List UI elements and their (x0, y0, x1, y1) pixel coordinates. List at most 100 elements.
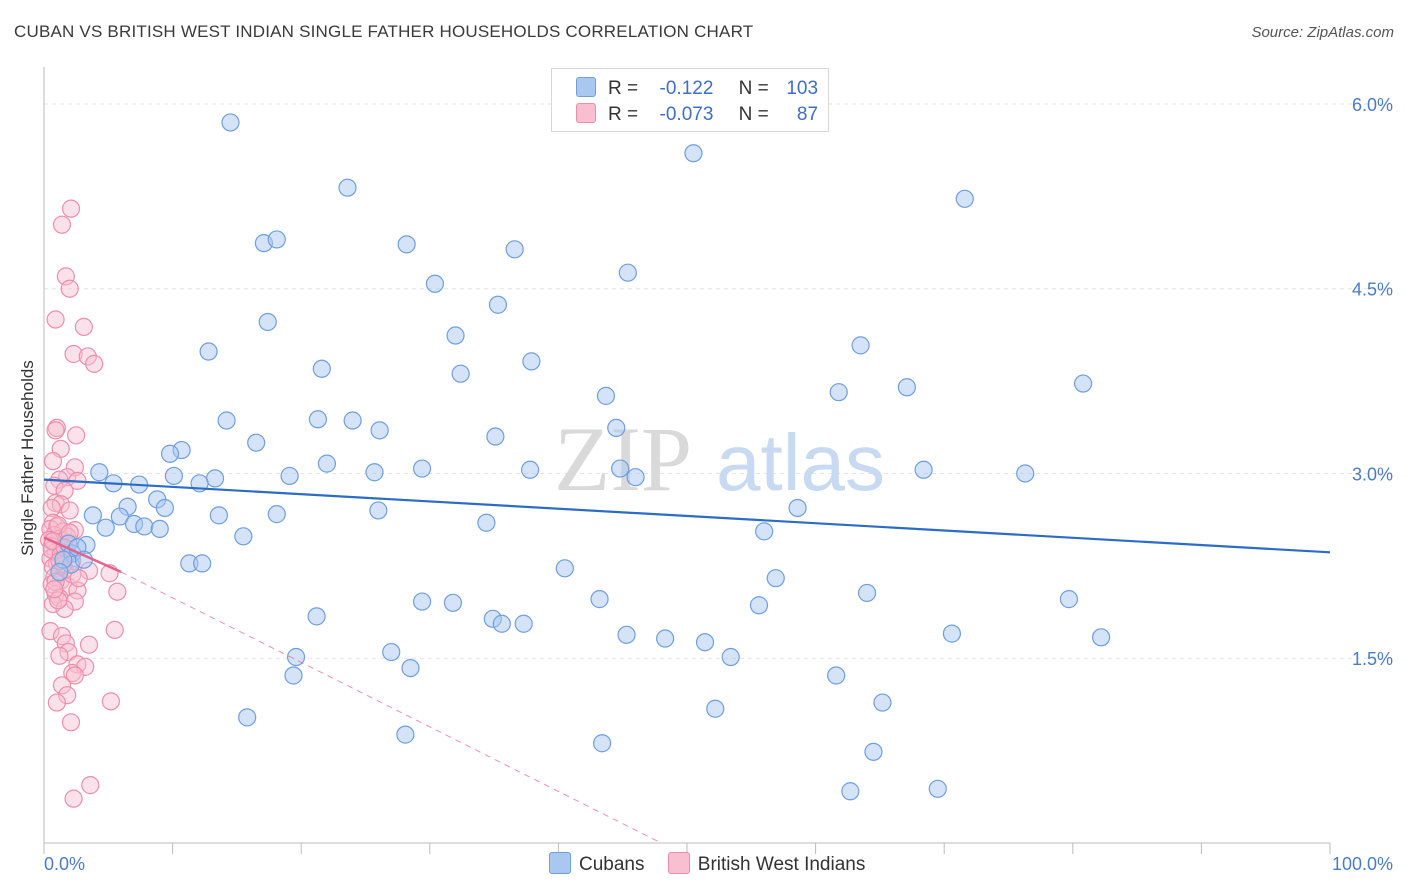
cubans-trend-line (43, 478, 1331, 554)
bottom-legend: Cubans British West Indians (549, 852, 883, 876)
cubans-point-55 (477, 513, 496, 532)
cubans-point-74 (1059, 590, 1079, 609)
cubans-point-28 (247, 433, 266, 452)
trend-lines (43, 478, 1331, 844)
bwi-point-7 (78, 347, 97, 366)
legend-cubans-r: -0.122 (659, 78, 714, 99)
cubans-point-31 (317, 454, 337, 473)
cubans-point-84 (1091, 628, 1111, 647)
bwi-point-6 (64, 344, 83, 364)
cubans-point-86 (286, 647, 306, 667)
legend-bwi-n: 87 (796, 104, 819, 125)
bwi-point-19 (55, 481, 74, 500)
cubans-point-70 (590, 590, 609, 609)
cubans-point-68 (555, 559, 574, 578)
bwi-point-66 (65, 666, 84, 685)
legend-cubans-n: 103 (786, 78, 819, 99)
cubans-point-82 (695, 633, 715, 652)
bwi-trend-dashed (120, 571, 662, 844)
cubans-point-89 (284, 666, 303, 685)
cubans-point-14 (199, 342, 218, 361)
cubans-point-32 (611, 459, 630, 478)
bwi-point-4 (46, 310, 65, 329)
cubans-point-26 (607, 418, 626, 438)
y-tick-label-2: 4.5% (1352, 280, 1393, 300)
cubans-point-52 (110, 507, 129, 526)
cubans-swatch (576, 77, 596, 97)
cubans-point-9 (425, 274, 445, 293)
cubans-point-71 (412, 592, 432, 611)
y-axis-label: Single Father Households (18, 360, 37, 556)
bwi-point-11 (67, 426, 86, 445)
cubans-point-49 (369, 501, 388, 520)
bwi-point-67 (52, 676, 72, 695)
cubans-point-13 (851, 336, 870, 355)
bwi-swatch (576, 103, 596, 123)
cubans-point-80 (617, 625, 636, 644)
cubans-point-39 (280, 466, 299, 486)
cubans-point-35 (365, 463, 384, 482)
bwi-trend-line (43, 536, 122, 574)
bwi-point-23 (60, 501, 79, 520)
y-tick-label-1: 3.0% (1352, 464, 1393, 484)
legend-row-cubans: R = -0.122 N = 103 (576, 77, 818, 99)
bottom-legend-cubans[interactable]: Cubans (549, 852, 645, 876)
cubans-point-73 (857, 583, 877, 603)
watermark: ZIP atlas (554, 408, 885, 510)
bwi-point-73 (64, 789, 83, 808)
cubans-point-5 (267, 230, 286, 249)
bwi-point-69 (101, 692, 120, 711)
cubans-point-51 (83, 506, 102, 525)
cubans-point-50 (788, 498, 807, 518)
cubans-point-30 (160, 444, 180, 463)
cubans-point-33 (521, 460, 540, 479)
cubans-point-20 (829, 383, 848, 402)
cubans-point-94 (396, 725, 415, 744)
bwi-point-50 (108, 582, 127, 601)
cubans-point-11 (258, 312, 277, 332)
legend-n-label: N = (738, 78, 769, 99)
cubans-point-57 (135, 517, 154, 536)
cubans-point-59 (96, 518, 115, 537)
cubans-point-7 (505, 240, 524, 259)
cubans-point-85 (382, 642, 401, 662)
y-tick-label-3: 6.0% (1352, 95, 1393, 115)
legend-box: R = -0.122 N = 103 R = -0.073 N = 87 (551, 68, 829, 132)
cubans-point-92 (873, 693, 892, 712)
cubans-point-23 (308, 410, 328, 429)
watermark-atlas: atlas (716, 418, 885, 507)
cubans-point-27 (486, 427, 505, 446)
cubans-point-48 (155, 498, 174, 518)
cubans-point-3 (955, 189, 974, 208)
x-tick-label-1: 100.0% (1332, 854, 1393, 874)
legend-bwi-r: -0.073 (659, 104, 714, 125)
bwi-point-5 (74, 317, 93, 336)
cubans-point-38 (626, 468, 645, 487)
bottom-legend-bwi[interactable]: British West Indians (667, 852, 865, 876)
cubans-point-0 (221, 113, 240, 132)
bwi-point-55 (49, 591, 68, 610)
cubans-point-91 (706, 699, 725, 718)
cubans-point-98 (928, 779, 947, 798)
bwi-point-0 (61, 199, 81, 218)
cubans-point-43 (90, 463, 109, 482)
cubans-point-96 (864, 742, 883, 761)
cubans-point-15 (312, 359, 331, 378)
bwi-point-60 (79, 635, 99, 654)
cubans-point-93 (238, 708, 257, 727)
legend-r-label: R = (608, 104, 639, 125)
cubans-point-72 (443, 593, 463, 612)
cubans-point-95 (593, 734, 612, 753)
cubans-point-21 (596, 386, 616, 405)
cubans-point-37 (1016, 464, 1035, 483)
bwi-point-62 (50, 646, 69, 665)
cubans-point-90 (827, 666, 846, 685)
source-label: Source: ZipAtlas.com (1251, 24, 1394, 41)
cubans-point-83 (942, 624, 962, 643)
bwi-point-65 (63, 663, 82, 683)
cubans-point-18 (1073, 374, 1093, 393)
tick-labels: 1.5% 3.0% 4.5% 6.0% 0.0% 100.0% (44, 95, 1393, 874)
cubans-point-22 (217, 411, 236, 430)
bwi-point-1 (52, 215, 72, 234)
